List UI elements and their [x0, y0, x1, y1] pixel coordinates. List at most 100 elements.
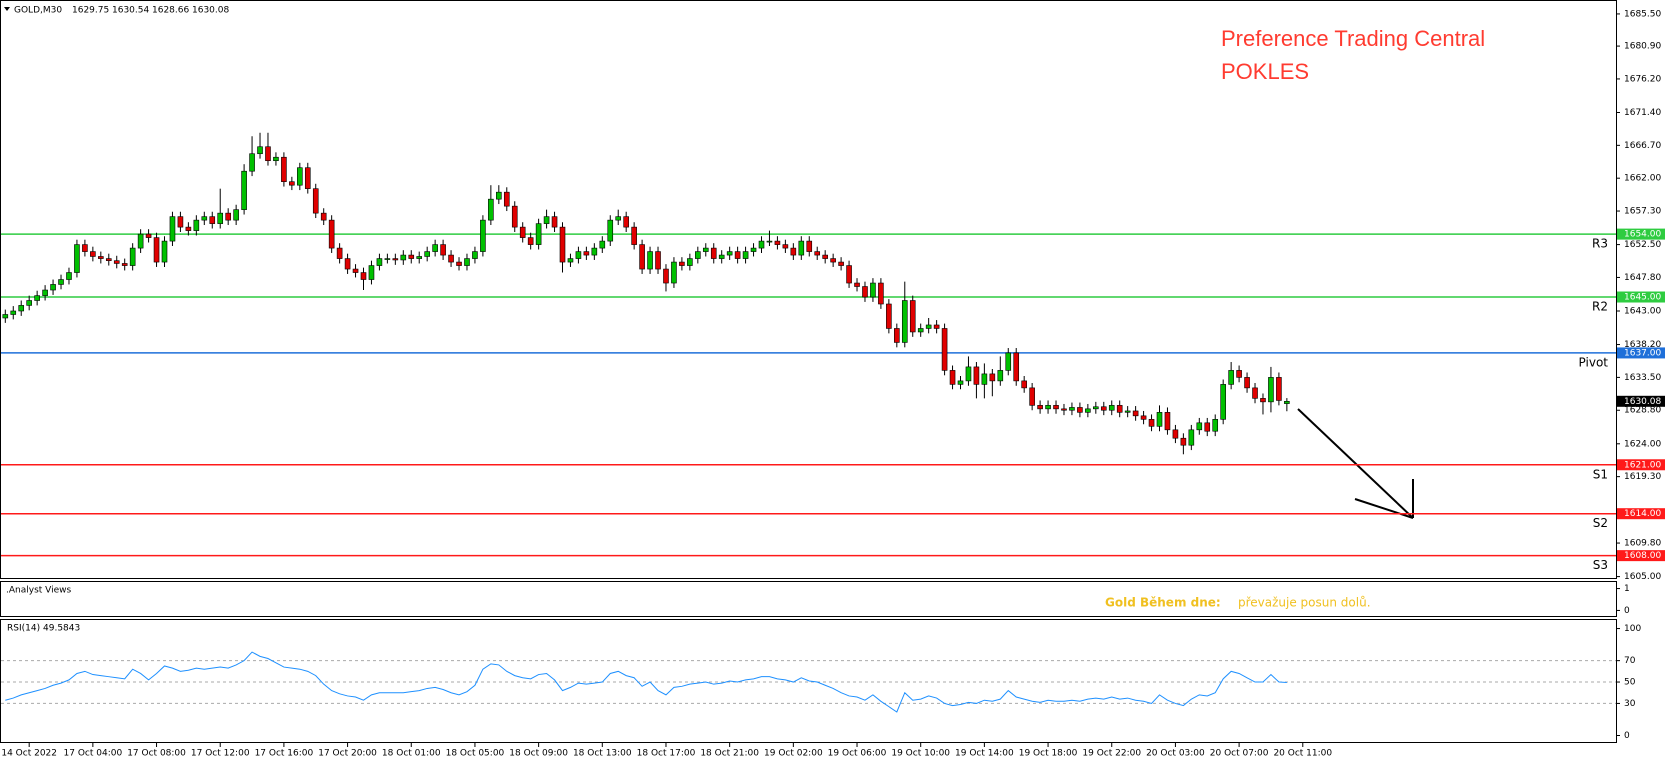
x-tick-label: 20 Oct 07:00 — [1210, 749, 1269, 759]
x-tick-label: 17 Oct 20:00 — [318, 749, 377, 759]
candle-body — [201, 216, 208, 221]
candle-body — [281, 156, 287, 182]
candle-body — [1116, 405, 1123, 413]
y-tick-label: 1628.80 — [1624, 406, 1661, 416]
candle-body — [702, 247, 709, 252]
candle-body — [129, 247, 136, 266]
symbol-menu-icon[interactable] — [4, 7, 10, 11]
y-tick-label: 1676.20 — [1624, 74, 1661, 84]
x-tick-label: 17 Oct 08:00 — [127, 749, 186, 759]
candle-body — [671, 261, 677, 284]
y-tick-label: 1647.80 — [1624, 273, 1661, 283]
y-tick-label: 1643.00 — [1624, 306, 1661, 316]
candle-body — [273, 156, 279, 162]
x-tick-label: 17 Oct 16:00 — [255, 749, 314, 759]
candle-body — [1188, 429, 1195, 446]
candle-body — [297, 167, 303, 186]
candle-body — [10, 310, 17, 315]
analyst-y-tick-label: 1 — [1624, 584, 1630, 594]
candle-body — [1029, 387, 1035, 406]
candle-body — [289, 181, 295, 186]
candle-body — [527, 237, 534, 245]
x-tick-label: 19 Oct 18:00 — [1019, 749, 1078, 759]
candle-body — [1069, 407, 1075, 411]
level-name: S1 — [1593, 467, 1608, 481]
candle-body — [233, 209, 239, 221]
y-tick-label: 1652.50 — [1624, 240, 1661, 250]
candle-body — [535, 223, 542, 245]
candle-body — [870, 282, 876, 298]
candle-body — [225, 212, 231, 221]
candle-body — [830, 258, 836, 263]
candle-body — [1013, 352, 1020, 382]
candle-body — [973, 366, 980, 385]
x-tick-label: 17 Oct 04:00 — [64, 749, 123, 759]
x-tick-label: 20 Oct 11:00 — [1273, 749, 1332, 759]
rsi-panel-border — [0, 619, 1617, 743]
candle-body — [917, 328, 924, 333]
candle-body — [241, 170, 247, 210]
candle-body — [1196, 422, 1203, 431]
candle-body — [1037, 405, 1043, 410]
y-tick-label: 1685.50 — [1624, 9, 1661, 19]
symbol: GOLD,M30 — [14, 6, 62, 16]
x-tick-label: 19 Oct 06:00 — [828, 749, 887, 759]
main-panel-border — [0, 0, 1617, 579]
candle-body — [639, 244, 645, 270]
candle-body — [1172, 429, 1179, 439]
candle-body — [1108, 405, 1115, 411]
y-tick-label: 1666.70 — [1624, 141, 1661, 151]
candle-body — [18, 305, 25, 312]
candle-body — [519, 226, 526, 238]
x-tick-label: 14 Oct 2022 — [1, 749, 57, 759]
candle-body — [655, 251, 661, 270]
candle-body — [177, 216, 184, 228]
candle-body — [1260, 398, 1266, 403]
level-price-tag — [1617, 508, 1665, 520]
candle-body — [607, 219, 614, 242]
candle-body — [26, 300, 32, 306]
x-tick-label: 19 Oct 22:00 — [1082, 749, 1141, 759]
candle-body — [1140, 415, 1147, 420]
candle-body — [312, 188, 319, 214]
y-tick-label: 1657.30 — [1624, 207, 1661, 217]
candle-body — [663, 268, 669, 284]
header-open: 1629.75 — [72, 6, 109, 16]
candle-body — [543, 216, 550, 224]
candle-body — [1005, 352, 1012, 371]
level-price-tag — [1617, 459, 1665, 471]
candle-body — [257, 146, 263, 155]
candle-body — [718, 254, 725, 259]
candle-body — [50, 284, 56, 291]
candle-body — [328, 219, 335, 249]
candle-body — [137, 233, 144, 249]
level-price-tag — [1617, 347, 1665, 359]
candle-body — [193, 219, 200, 231]
candle-body — [798, 240, 805, 256]
candle-body — [472, 251, 478, 259]
rsi-y-tick-label: 50 — [1624, 678, 1636, 688]
candle-body — [464, 258, 470, 266]
rsi-y-tick-label: 70 — [1624, 656, 1636, 666]
level-price-label: 1645.00 — [1624, 293, 1661, 303]
x-tick-label: 18 Oct 09:00 — [509, 749, 568, 759]
candle-body — [1085, 408, 1091, 413]
candle-body — [1164, 412, 1171, 431]
candle-body — [153, 237, 160, 263]
arrow-shaft — [1297, 408, 1414, 519]
candle-body — [1021, 380, 1027, 389]
analyst-label: Gold Během dne: — [1105, 596, 1221, 610]
x-tick-label: 18 Oct 05:00 — [446, 749, 505, 759]
candle-body — [424, 251, 430, 257]
candle-body — [838, 261, 844, 266]
candle-body — [384, 258, 391, 260]
rsi-y-tick-label: 30 — [1624, 699, 1636, 709]
x-tick-label: 19 Oct 10:00 — [891, 749, 950, 759]
candle-body — [710, 247, 717, 259]
candle-body — [1156, 412, 1163, 427]
candle-body — [376, 258, 383, 266]
candle-body — [42, 289, 48, 296]
candle-body — [726, 251, 733, 256]
